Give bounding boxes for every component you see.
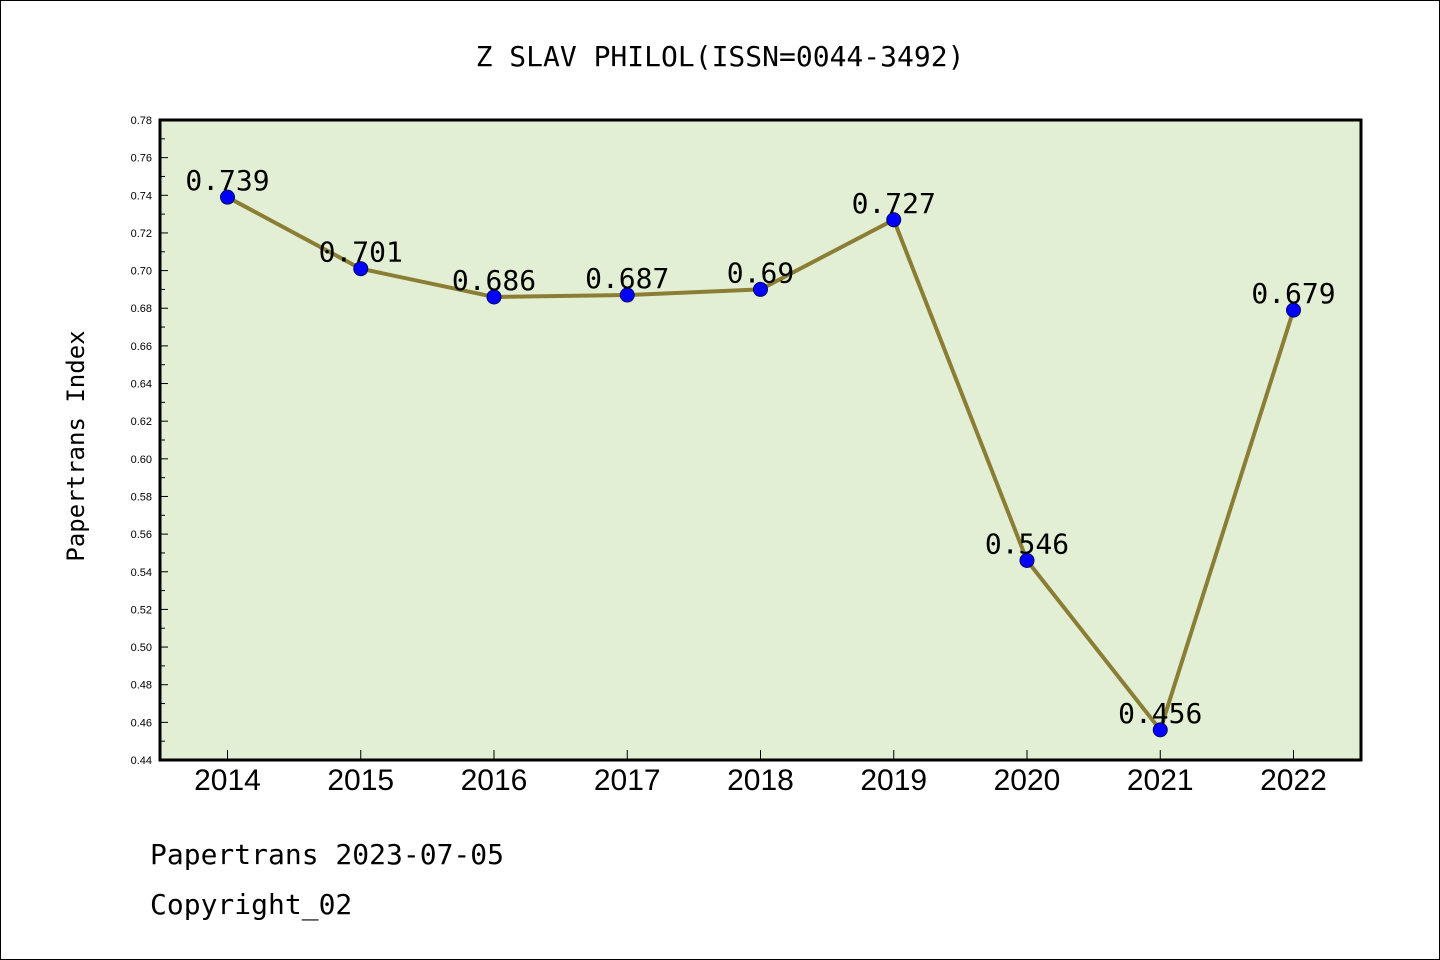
y-tick-label: 0.44 xyxy=(131,755,152,767)
footer-copyright: Copyright_02 xyxy=(150,888,352,922)
y-tick-label: 0.70 xyxy=(131,266,152,278)
data-point xyxy=(886,212,902,228)
plot-area xyxy=(160,120,1361,760)
y-tick-label: 0.76 xyxy=(131,153,152,165)
data-markers xyxy=(220,189,1301,738)
plot-border xyxy=(158,118,1363,762)
data-labels: 0.739 0.701 0.686 0.687 0.69 0.727 0.546 0.456 0… xyxy=(185,164,1335,730)
x-tick-label: 2018 xyxy=(727,764,794,797)
data-label: 0.687 xyxy=(585,262,669,295)
y-tick-label: 0.74 xyxy=(131,190,152,202)
x-tick-label: 2019 xyxy=(860,764,927,797)
y-tick-label: 0.46 xyxy=(131,717,152,729)
x-tick-label: 2021 xyxy=(1127,764,1194,797)
x-tick-label: 2014 xyxy=(194,764,261,797)
x-tick-label: 2015 xyxy=(327,764,394,797)
y-tick-label: 0.66 xyxy=(131,341,152,353)
data-point xyxy=(486,289,502,305)
x-tick-label: 2020 xyxy=(994,764,1061,797)
data-point xyxy=(220,189,235,205)
data-point xyxy=(1152,722,1168,738)
data-label: 0.701 xyxy=(319,236,403,269)
y-tick-label: 0.78 xyxy=(131,115,152,127)
data-point xyxy=(1019,552,1035,568)
y-tick-label: 0.64 xyxy=(131,379,152,391)
y-tick-label: 0.48 xyxy=(131,680,152,692)
y-tick-label: 0.58 xyxy=(131,491,152,503)
y-tick-label: 0.50 xyxy=(131,642,152,654)
y-tick-label: 0.68 xyxy=(131,303,152,315)
data-label: 0.546 xyxy=(985,527,1069,560)
x-tick-label: 2016 xyxy=(461,764,528,797)
chart-title: Z SLAV PHILOL(ISSN=0044-3492) xyxy=(476,40,965,73)
data-label: 0.69 xyxy=(727,256,794,289)
data-point xyxy=(753,281,768,297)
x-tick-label: 2017 xyxy=(594,764,661,797)
data-label: 0.679 xyxy=(1251,277,1335,310)
y-tick-label: 0.60 xyxy=(131,454,152,466)
x-axis: 2014 2015 2016 2017 2018 2019 2020 2021 2022 xyxy=(194,750,1327,797)
data-label: 0.727 xyxy=(852,187,936,220)
data-label: 0.739 xyxy=(185,164,269,197)
data-label: 0.686 xyxy=(452,264,536,297)
x-tick-label: 2022 xyxy=(1260,764,1327,797)
y-tick-label: 0.62 xyxy=(131,416,152,428)
y-tick-label: 0.52 xyxy=(131,604,152,616)
y-tick-label: 0.56 xyxy=(131,529,152,541)
data-point xyxy=(619,287,635,303)
y-tick-label: 0.72 xyxy=(131,228,152,240)
y-axis-label: Papertrans Index xyxy=(62,330,90,561)
data-point xyxy=(353,261,369,277)
data-label: 0.456 xyxy=(1118,697,1202,730)
footer-date: Papertrans 2023-07-05 xyxy=(150,838,504,871)
data-point xyxy=(1286,302,1301,318)
y-axis: 0.44 0.46 0.48 0.50 0.52 0.54 0.56 0.58 0.60 0.62… xyxy=(131,115,168,767)
y-tick-label: 0.54 xyxy=(131,567,152,579)
